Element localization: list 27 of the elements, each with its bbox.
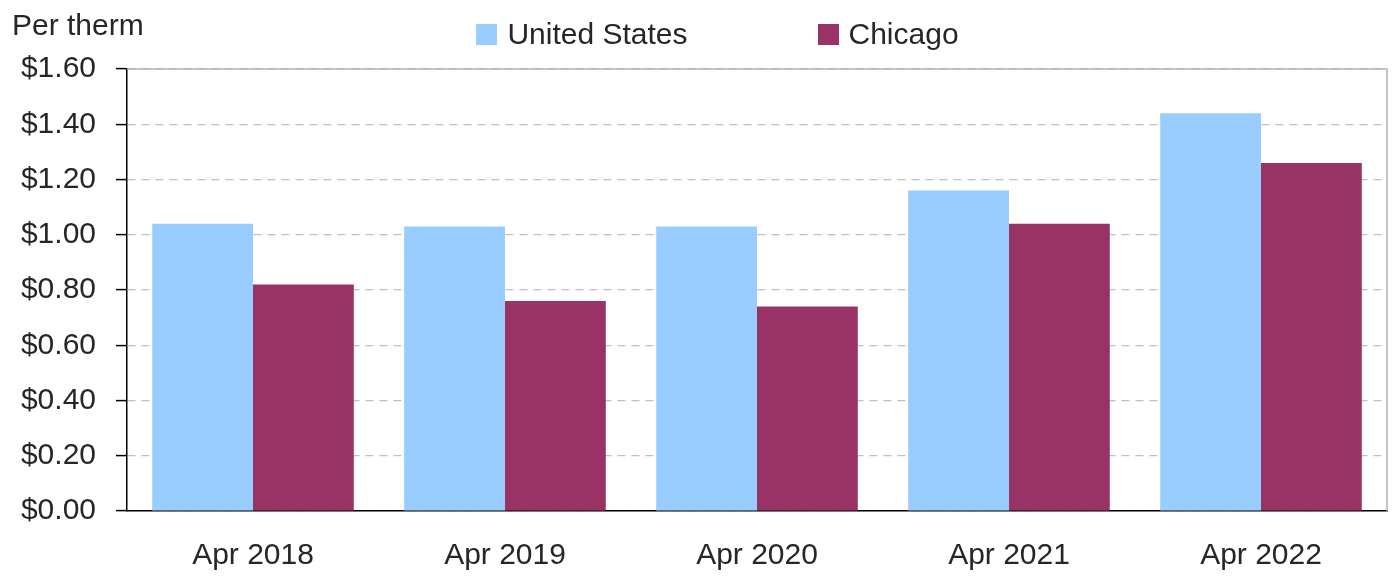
y-tick-label: $1.00 bbox=[20, 216, 96, 250]
y-tick-label: $1.40 bbox=[20, 105, 96, 139]
y-tick-label: $0.00 bbox=[20, 492, 96, 526]
bar bbox=[757, 306, 858, 511]
bar bbox=[404, 226, 505, 511]
y-tick-label: $1.20 bbox=[20, 160, 96, 194]
bar bbox=[1160, 113, 1261, 511]
y-tick-label: $0.80 bbox=[20, 271, 96, 305]
y-tick-label: $0.60 bbox=[20, 326, 96, 360]
legend-label: Chicago bbox=[848, 17, 959, 51]
bar bbox=[908, 190, 1009, 511]
x-tick-label: Apr 2019 bbox=[444, 537, 566, 571]
y-tick-label: $0.40 bbox=[20, 381, 96, 415]
x-tick-label: Apr 2018 bbox=[192, 537, 314, 571]
legend-label: United States bbox=[507, 17, 688, 51]
bar bbox=[1009, 223, 1110, 511]
x-tick-label: Apr 2022 bbox=[1200, 537, 1322, 571]
y-tick-label: $1.60 bbox=[20, 50, 96, 84]
bar bbox=[505, 301, 606, 511]
bar bbox=[152, 223, 253, 511]
y-tick-label: $0.20 bbox=[20, 437, 96, 471]
bar bbox=[656, 226, 757, 511]
x-tick-label: Apr 2020 bbox=[696, 537, 818, 571]
bar bbox=[1261, 162, 1362, 511]
x-tick-label: Apr 2021 bbox=[948, 537, 1070, 571]
y-axis-title: Per therm bbox=[12, 8, 144, 42]
bar bbox=[253, 284, 354, 511]
